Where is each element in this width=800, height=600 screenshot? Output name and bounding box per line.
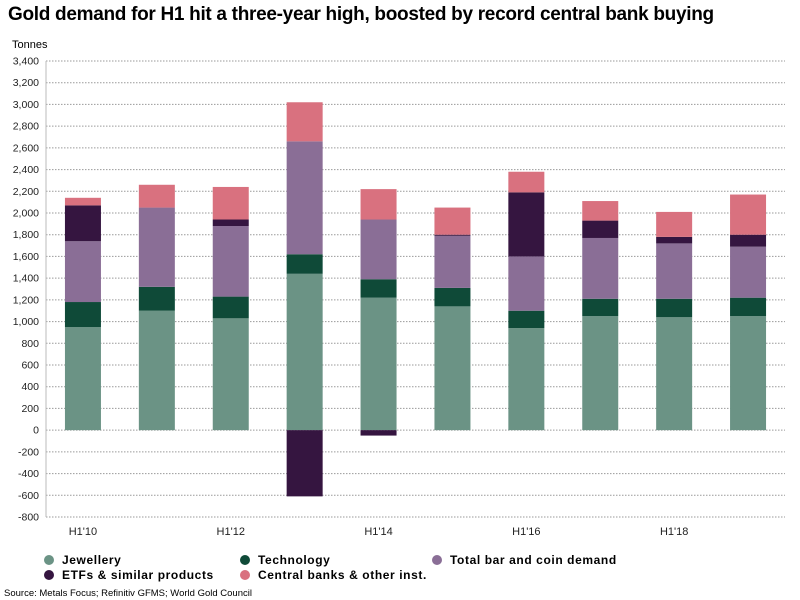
bar-jewellery-H118: [656, 317, 693, 431]
bar-total-bar-and-coin-demand-H112: [212, 226, 249, 297]
bar-total-bar-and-coin-demand-H116: [508, 256, 545, 311]
legend-swatch-technology: [240, 555, 250, 565]
legend-item-jewellery: Jewellery: [44, 553, 121, 567]
bar-jewellery-H113: [286, 273, 323, 431]
bar-technology-H118: [656, 298, 693, 318]
y-tick-label: -400: [18, 468, 39, 480]
legend-item-bar-coin: Total bar and coin demand: [432, 553, 617, 567]
bar-technology-H110: [64, 302, 101, 327]
bar-technology-H111: [138, 286, 175, 311]
bar-central-banks-other-inst--H118: [656, 211, 693, 237]
legend-label-etfs: ETFs & similar products: [62, 568, 214, 582]
x-tick-label: H1'14: [364, 526, 392, 538]
y-tick-label: 1,400: [13, 273, 39, 285]
x-tick-label: H1'18: [660, 526, 688, 538]
x-tick-label: H1'12: [217, 526, 245, 538]
y-tick-label: 3,000: [13, 99, 39, 111]
y-tick-label: 3,200: [13, 77, 39, 89]
bar-jewellery-H112: [212, 318, 249, 431]
y-tick-label: 2,000: [13, 208, 39, 220]
y-tick-label: -600: [18, 490, 39, 502]
legend-swatch-etfs: [44, 570, 54, 580]
y-tick-label: 3,400: [13, 56, 39, 68]
bar-jewellery-H115: [434, 306, 471, 431]
bar-total-bar-and-coin-demand-H117: [582, 237, 619, 299]
bar-central-banks-other-inst--H112: [212, 186, 249, 220]
y-tick-label: 2,400: [13, 164, 39, 176]
y-tick-label: 800: [21, 338, 39, 350]
y-tick-label: 1,600: [13, 251, 39, 263]
y-tick-label: 1,200: [13, 294, 39, 306]
bar-central-banks-other-inst--H116: [508, 171, 545, 193]
source-note: Source: Metals Focus; Refinitiv GFMS; Wo…: [4, 588, 252, 599]
y-tick-label: 200: [21, 403, 39, 415]
bar-central-banks-other-inst--H110: [64, 197, 101, 206]
bar-technology-H115: [434, 287, 471, 307]
y-tick-label: 600: [21, 360, 39, 372]
legend-label-bar-coin: Total bar and coin demand: [450, 553, 617, 567]
y-tick-label: 2,200: [13, 186, 39, 198]
legend-swatch-central-banks: [240, 570, 250, 580]
bar-central-banks-other-inst--H111: [138, 184, 175, 208]
bar-technology-H119: [730, 297, 767, 317]
bar-jewellery-H116: [508, 328, 545, 431]
bar-central-banks-other-inst--H114: [360, 189, 397, 220]
bar-technology-H114: [360, 279, 397, 298]
legend-label-central-banks: Central banks & other inst.: [258, 568, 427, 582]
legend-item-etfs: ETFs & similar products: [44, 568, 214, 582]
bar-total-bar-and-coin-demand-H114: [360, 219, 397, 280]
bar-jewellery-H111: [138, 310, 175, 431]
bar-jewellery-H117: [582, 316, 619, 431]
bar-central-banks-other-inst--H113: [286, 102, 323, 142]
legend-item-technology: Technology: [240, 553, 330, 567]
bar-etfs-similar-products-H116: [508, 192, 545, 257]
bar-etfs-similar-products-H114: [360, 430, 397, 436]
bar-technology-H113: [286, 254, 323, 274]
bar-total-bar-and-coin-demand-H115: [434, 235, 471, 288]
bar-central-banks-other-inst--H115: [434, 207, 471, 235]
bar-jewellery-H119: [730, 316, 767, 431]
y-tick-label: 1,800: [13, 229, 39, 241]
bar-jewellery-H114: [360, 297, 397, 431]
bar-etfs-similar-products-H117: [582, 220, 619, 238]
bar-total-bar-and-coin-demand-H118: [656, 243, 693, 299]
bar-etfs-similar-products-H118: [656, 236, 693, 244]
bar-technology-H112: [212, 296, 249, 319]
y-tick-label: 2,800: [13, 121, 39, 133]
x-tick-label: H1'10: [69, 526, 97, 538]
chart-plot-area: 3,400 3,200 3,000 2,800 2,600 2,400 2,200 2,000…: [13, 56, 785, 538]
legend-label-jewellery: Jewellery: [62, 553, 122, 567]
x-tick-label: H1'16: [512, 526, 540, 538]
legend-item-central-banks: Central banks & other inst.: [240, 568, 427, 582]
bar-total-bar-and-coin-demand-H110: [64, 241, 101, 303]
legend-swatch-jewellery: [44, 555, 54, 565]
bar-etfs-similar-products-H110: [64, 205, 101, 242]
chart-title: Gold demand for H1 hit a three-year high…: [8, 4, 714, 25]
y-tick-label: -200: [18, 446, 39, 458]
bar-jewellery-H110: [64, 327, 101, 431]
legend-swatch-bar-coin: [432, 555, 442, 565]
y-tick-label: -800: [18, 512, 39, 524]
bar-etfs-similar-products-H115: [434, 234, 471, 236]
y-tick-label: 0: [33, 425, 39, 437]
bar-etfs-similar-products-H112: [212, 219, 249, 227]
bar-total-bar-and-coin-demand-H119: [730, 246, 767, 298]
y-tick-label: 400: [21, 381, 39, 393]
bar-technology-H116: [508, 310, 545, 329]
bar-etfs-similar-products-H113: [286, 430, 323, 497]
bar-technology-H117: [582, 298, 619, 317]
bar-etfs-similar-products-H119: [730, 234, 767, 247]
bar-central-banks-other-inst--H119: [730, 194, 767, 235]
y-axis-unit-label: Tonnes: [12, 39, 48, 51]
bar-total-bar-and-coin-demand-H111: [138, 207, 175, 287]
legend-label-technology: Technology: [258, 553, 331, 567]
bar-total-bar-and-coin-demand-H113: [286, 141, 323, 255]
y-tick-label: 1,000: [13, 316, 39, 328]
bar-central-banks-other-inst--H117: [582, 201, 619, 221]
y-tick-label: 2,600: [13, 142, 39, 154]
